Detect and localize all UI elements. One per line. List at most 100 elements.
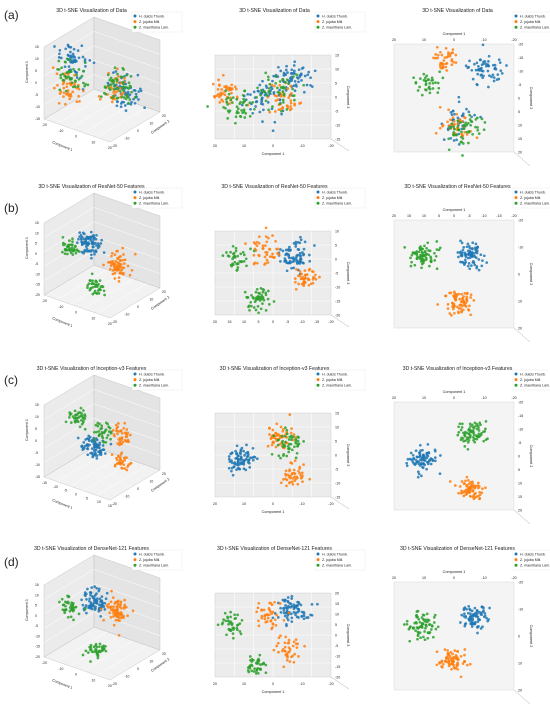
grid-line — [83, 640, 134, 672]
data-point — [97, 292, 101, 295]
data-point — [252, 658, 255, 662]
data-point — [71, 240, 74, 243]
data-point — [62, 91, 66, 95]
data-point — [498, 61, 502, 64]
data-point — [79, 418, 83, 422]
data-point — [484, 427, 487, 431]
data-point — [230, 101, 234, 104]
data-point — [230, 622, 234, 625]
data-point — [295, 73, 299, 77]
data-point — [420, 266, 423, 270]
data-point — [96, 653, 100, 657]
data-point — [97, 433, 101, 437]
data-point — [458, 422, 462, 426]
data-point — [469, 612, 472, 616]
data-point — [84, 649, 88, 653]
data-point — [125, 435, 128, 439]
grid-line — [43, 221, 95, 253]
data-point — [75, 419, 79, 423]
data-point — [482, 74, 485, 78]
data-point — [476, 126, 479, 129]
data-point — [244, 457, 248, 461]
data-point — [291, 260, 295, 264]
data-point — [62, 95, 65, 98]
data-point — [73, 79, 77, 83]
data-point — [227, 455, 231, 458]
data-point — [466, 436, 470, 440]
data-point — [293, 459, 297, 463]
data-point — [72, 59, 75, 62]
z-tick-label: 5 — [35, 242, 37, 246]
data-point — [414, 449, 418, 453]
data-point — [311, 281, 315, 285]
z-tick-label: 10 — [335, 613, 339, 617]
data-point — [285, 607, 289, 611]
data-point — [451, 659, 454, 663]
data-point — [117, 276, 121, 279]
data-point — [247, 458, 250, 462]
data-point — [450, 667, 453, 671]
data-point — [452, 139, 456, 142]
data-point — [123, 439, 127, 442]
data-point — [221, 73, 225, 77]
legend-marker — [316, 552, 320, 556]
data-point — [283, 257, 287, 260]
data-point — [473, 622, 476, 626]
legend-entry: Z. jujuba Mill. — [139, 196, 160, 200]
data-point — [482, 254, 486, 258]
data-point — [422, 613, 426, 617]
data-point — [85, 611, 88, 615]
data-point — [113, 434, 116, 438]
data-point — [71, 56, 75, 59]
data-point — [463, 116, 467, 120]
data-point — [64, 600, 67, 604]
z-tick-label: -15 — [335, 300, 340, 304]
data-point — [425, 612, 429, 616]
data-point — [287, 611, 291, 615]
data-point — [251, 446, 255, 450]
data-point — [451, 116, 455, 119]
data-point — [459, 428, 463, 432]
data-point — [120, 436, 124, 439]
data-point — [296, 600, 299, 604]
data-point — [410, 458, 414, 461]
data-point — [279, 107, 282, 111]
data-point — [416, 615, 419, 619]
data-point — [279, 260, 282, 263]
data-point — [244, 257, 248, 261]
data-point — [292, 242, 296, 245]
legend: H. dulcis Thunb.Z. jujuba Mill.Z. maurit… — [314, 369, 366, 391]
data-point — [122, 82, 125, 86]
z-tick-label: -20 — [335, 314, 340, 318]
data-point — [259, 89, 263, 92]
data-point — [217, 78, 220, 82]
data-point — [428, 264, 431, 268]
data-point — [466, 490, 470, 494]
data-point — [426, 443, 430, 446]
data-point — [284, 68, 288, 72]
y-tick-label: 0 — [137, 129, 139, 133]
data-point — [475, 61, 479, 65]
data-point — [276, 86, 279, 90]
data-point — [285, 653, 289, 657]
chart-title: 3D t-SNE Visualization of Inception-v3 F… — [403, 366, 513, 372]
data-point — [289, 99, 293, 102]
grid-line — [93, 583, 161, 608]
data-point — [125, 73, 128, 77]
data-point — [98, 650, 102, 654]
legend: H. dulcis Thunb.Z. jujuba Mill.Z. maurit… — [512, 369, 550, 391]
data-point — [435, 267, 439, 271]
data-point — [69, 56, 72, 60]
grid-line — [43, 612, 95, 643]
legend-marker — [316, 563, 320, 567]
data-point — [55, 72, 59, 76]
data-point — [464, 64, 468, 68]
data-point — [471, 261, 475, 264]
data-point — [420, 93, 424, 97]
grid-line — [93, 403, 161, 428]
y-tick-label: -20 — [112, 682, 117, 686]
data-point — [297, 655, 300, 658]
data-point — [71, 90, 75, 94]
data-point — [292, 438, 295, 442]
data-point — [222, 618, 225, 621]
